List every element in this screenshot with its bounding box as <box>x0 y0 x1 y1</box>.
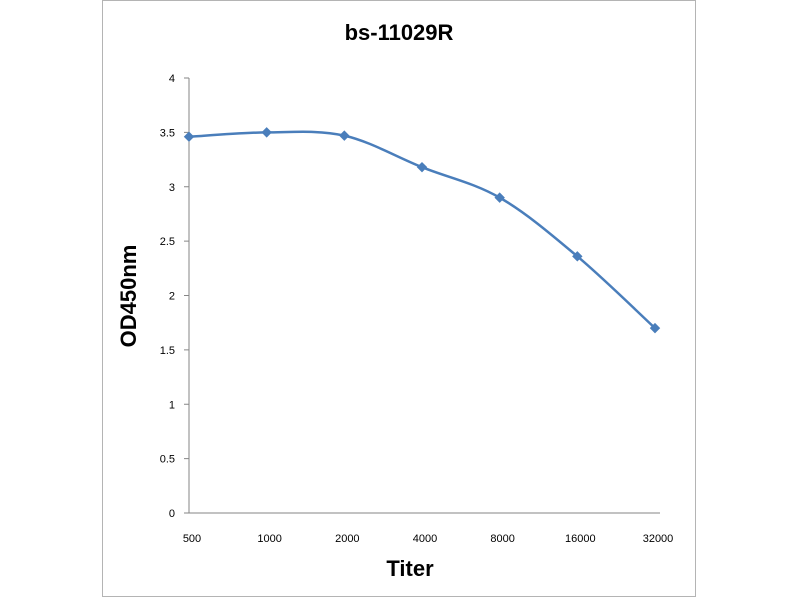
data-point-marker <box>416 161 428 173</box>
plot-area <box>188 78 660 514</box>
x-tick-label: 32000 <box>643 533 674 545</box>
data-point-marker <box>261 127 272 138</box>
y-tick-label: 0.5 <box>160 454 175 466</box>
y-axis-ticks: 0 0.5 1 1.5 2 2.5 3 3.5 4 <box>160 73 189 520</box>
y-tick-label: 0 <box>169 508 175 520</box>
data-point-marker <box>572 251 583 262</box>
x-tick-label: 500 <box>183 533 201 545</box>
chart-title: bs-11029R <box>345 20 454 45</box>
x-axis-ticks: 500 1000 2000 4000 8000 16000 32000 <box>183 533 673 545</box>
y-tick-label: 1 <box>169 399 175 411</box>
y-tick-label: 2 <box>169 291 175 303</box>
data-point-marker <box>339 130 350 141</box>
x-tick-label: 2000 <box>335 533 359 545</box>
data-point-marker <box>649 322 661 334</box>
x-tick-label: 8000 <box>490 533 514 545</box>
y-axis-title: OD450nm <box>116 245 141 348</box>
chart-frame <box>102 0 696 597</box>
data-point-marker <box>183 131 195 142</box>
y-tick-label: 1.5 <box>160 345 175 357</box>
x-tick-label: 4000 <box>413 533 437 545</box>
y-tick-label: 3 <box>169 182 175 194</box>
series-markers <box>183 127 661 334</box>
y-tick-label: 2.5 <box>160 236 175 248</box>
series-line <box>187 130 657 330</box>
data-point-marker <box>494 192 505 203</box>
x-tick-label: 1000 <box>257 533 281 545</box>
x-tick-label: 16000 <box>565 533 596 545</box>
x-axis-title: Titer <box>386 556 434 581</box>
y-tick-label: 3.5 <box>160 127 175 139</box>
y-tick-label: 4 <box>169 73 175 85</box>
